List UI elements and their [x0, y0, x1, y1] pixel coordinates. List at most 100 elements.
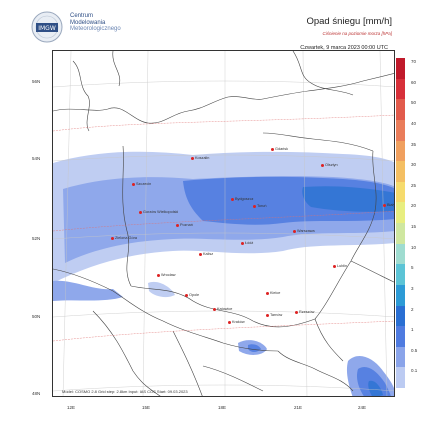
city-marker: Kraków: [228, 320, 245, 324]
colorbar-label: 30: [411, 162, 417, 168]
colorbar-label: 0.1: [411, 368, 418, 374]
city-name: Tarnów: [270, 313, 283, 317]
city-marker: Tarnów: [266, 313, 282, 317]
city-name: Wrocław: [161, 273, 176, 277]
colorbar-label: 25: [411, 182, 417, 188]
city-dot-icon: [213, 307, 216, 311]
city-name: Zielona Góra: [115, 236, 137, 240]
city-marker: Koszalin: [191, 156, 209, 160]
country-borders: [53, 51, 394, 396]
colorbar-swatch: [396, 264, 405, 285]
city-marker: Toruń: [253, 204, 267, 208]
map-canvas: [53, 51, 394, 396]
city-marker: Kielce: [266, 291, 280, 295]
city-marker: Opole: [185, 293, 199, 297]
colorbar-swatch: [396, 305, 405, 327]
organization-name: Centrum Modelowania Meteorologicznego: [70, 13, 121, 33]
city-dot-icon: [176, 223, 179, 227]
city-name: Toruń: [257, 204, 267, 208]
colorbar-swatch: [396, 181, 405, 203]
city-marker: Warszawa: [293, 229, 315, 233]
city-name: Gdańsk: [275, 147, 289, 151]
city-marker: Gorzów Wielkopolski: [139, 210, 178, 214]
city-name: Poznań: [180, 223, 193, 227]
city-dot-icon: [111, 236, 114, 240]
city-name: Łódź: [245, 241, 254, 245]
city-marker: Zielona Góra: [111, 236, 137, 240]
colorbar-label: 35: [411, 141, 417, 147]
colorbar-label: 70: [411, 59, 417, 64]
colorbar-label: 10: [411, 244, 417, 250]
city-name: Gorzów Wielkopolski: [143, 210, 179, 214]
map-title: Opad śniegu [mm/h]: [306, 16, 392, 27]
city-dot-icon: [231, 197, 234, 201]
colorbar-label: 5: [411, 265, 414, 271]
city-dot-icon: [139, 210, 142, 214]
city-marker: Kalisz: [199, 252, 213, 256]
colorbar-swatch: [396, 243, 405, 265]
city-dot-icon: [293, 229, 296, 233]
forecast-datetime: Czwartek, 9 marca 2023 00:00 UTC: [300, 45, 388, 51]
city-dot-icon: [266, 291, 269, 295]
city-name: Rzeszów: [299, 310, 315, 314]
colorbar-swatch: [396, 202, 405, 223]
colorbar-label: 1: [411, 327, 414, 333]
city-dot-icon: [228, 320, 231, 324]
city-name: Bydgoszcz: [235, 197, 254, 201]
lon-label: 24E: [358, 405, 367, 410]
city-marker: Wrocław: [157, 273, 176, 277]
lat-label: 52N: [32, 236, 41, 241]
lat-label: 54N: [32, 156, 41, 161]
lon-label: 21E: [294, 405, 303, 410]
colorbar-label: 0.5: [411, 347, 418, 353]
city-name: Olsztyn: [325, 163, 338, 167]
colorbar-label: 2: [411, 306, 414, 312]
city-dot-icon: [132, 182, 135, 186]
lat-label: 48N: [32, 391, 41, 396]
colorbar-swatch: [396, 326, 405, 347]
city-name: Opole: [189, 293, 200, 297]
lon-label: 12E: [67, 405, 76, 410]
city-marker: Katowice: [213, 307, 232, 311]
colorbar-swatch: [396, 161, 405, 182]
city-marker: Poznań: [176, 223, 193, 227]
colorbar-swatch: [396, 367, 405, 388]
city-dot-icon: [199, 252, 202, 256]
colorbar-label: 40: [411, 120, 417, 126]
map-panel[interactable]: Gdańsk Koszalin Olsztyn Szczecin Białystok By…: [52, 50, 395, 397]
city-dot-icon: [383, 203, 386, 207]
colorbar-swatch: [396, 58, 405, 79]
colorbar-label: 15: [411, 224, 417, 229]
colorbar-swatch: [396, 140, 405, 162]
city-name: Warszawa: [297, 229, 315, 233]
colorbar-label: 60: [411, 79, 417, 85]
city-dot-icon: [295, 310, 298, 314]
model-info: Model: COSMO 2.8 Grid step: 2.8km Input:…: [62, 389, 188, 394]
city-dot-icon: [241, 241, 244, 245]
graticule: [53, 51, 394, 396]
city-dot-icon: [253, 204, 256, 208]
city-name: Kalisz: [203, 252, 214, 256]
city-name: Kraków: [232, 320, 245, 324]
city-name: Katowice: [217, 307, 233, 311]
city-marker: Olsztyn: [321, 163, 338, 167]
city-name: Lublin: [337, 264, 348, 268]
isobars: [53, 114, 394, 342]
org-line-1: Centrum: [70, 13, 94, 19]
city-dot-icon: [191, 156, 194, 160]
city-marker: Szczecin: [132, 182, 151, 186]
lat-label: 56N: [32, 79, 41, 84]
city-dot-icon: [271, 147, 274, 151]
imgw-logo: IMGW: [30, 10, 64, 44]
map-subtitle: Ciśnienie na poziomie morza [hPa]: [322, 31, 392, 36]
org-line-3: Meteorologicznego: [70, 26, 121, 32]
city-marker: Rzeszów: [295, 310, 314, 314]
header: IMGW Centrum Modelowania Meteorologiczne…: [0, 0, 448, 51]
colorbar-swatch: [396, 78, 405, 100]
city-marker: Gdańsk: [271, 147, 288, 151]
lat-label: 50N: [32, 314, 41, 319]
city-name: Szczecin: [136, 182, 152, 186]
logo-text: IMGW: [38, 25, 56, 32]
colorbar-swatch: [396, 119, 405, 141]
city-name: Kielce: [270, 291, 281, 295]
